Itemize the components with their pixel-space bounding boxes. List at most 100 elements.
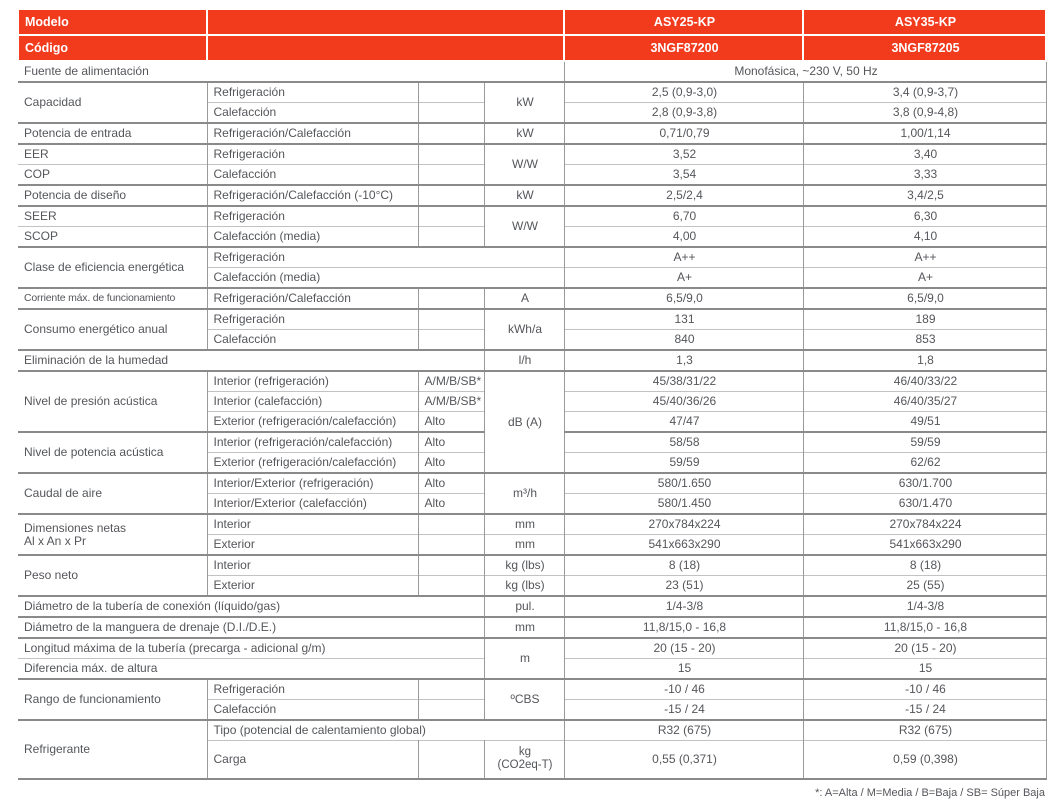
cell-unit: kg (lbs): [484, 554, 565, 576]
cell-value-asy25: 11,8/15,0 - 16,8: [564, 616, 804, 638]
cell-mode: Alto: [418, 493, 485, 514]
cell-sub-label: Exterior (refrigeración/calefacción): [207, 452, 419, 473]
model-name-2: ASY35-KP: [802, 8, 1047, 36]
cell-sub-label: Refrigeración/Calefacción: [207, 122, 419, 144]
cell-sub-label: Carga: [207, 740, 419, 780]
cell-value-asy35: 3,4/2,5: [803, 184, 1047, 206]
cell-value-asy25: 15: [564, 658, 804, 679]
row-cop: COP Calefacción 3,54 3,33: [18, 164, 1047, 185]
cell-label: Potencia de diseño: [18, 184, 208, 206]
cell-unit: pul.: [484, 595, 565, 617]
cell-value-asy35: -15 / 24: [803, 699, 1047, 720]
row-tuberia-conexion: Diámetro de la tubería de conexión (líqu…: [18, 595, 1047, 617]
cell-label: Longitud máxima de la tubería (precarga …: [18, 637, 485, 659]
model-header-spacer: [206, 8, 565, 36]
cell-value-asy25: 45/40/36/26: [564, 391, 804, 412]
cell-value-asy35: 0,59 (0,398): [803, 740, 1047, 780]
cell-sub-label: Exterior: [207, 575, 419, 596]
cell-value-asy35: 1/4-3/8: [803, 595, 1047, 617]
cell-value-asy25: 6,5/9,0: [564, 287, 804, 309]
cell-empty: [418, 205, 485, 227]
cell-empty: [418, 575, 485, 596]
cell-unit: mm: [484, 534, 565, 555]
cell-label: COP: [18, 164, 208, 185]
spec-table: Modelo ASY25-KP ASY35-KP Código 3NGF8720…: [17, 8, 1047, 780]
row-caudal-1: Caudal de aire Interior/Exterior (refrig…: [18, 472, 1047, 514]
cell-value-asy25: -15 / 24: [564, 699, 804, 720]
cell-value-asy25: R32 (675): [564, 719, 804, 741]
row-consumo-refrigeracion: Consumo energético anual Refrigeración k…: [18, 308, 1047, 350]
cell-sub-label: Refrigeración: [207, 246, 565, 268]
row-rango-calefaccion: Calefacción -15 / 24 -15 / 24: [18, 699, 1047, 720]
cell-value-asy25: 45/38/31/22: [564, 370, 804, 392]
cell-value-asy25: 3,52: [564, 143, 804, 165]
cell-value-asy25: 8 (18): [564, 554, 804, 576]
row-scop: SCOP Calefacción (media) 4,00 4,10: [18, 226, 1047, 247]
cell-empty: [418, 184, 485, 206]
cell-value-asy35: 189: [803, 308, 1047, 330]
cell-unit: A: [484, 287, 565, 309]
cell-value-asy25: 6,70: [564, 205, 804, 227]
cell-sub-label: Calefacción (media): [207, 267, 565, 288]
row-presion-1: Nivel de presión acústica Interior (refr…: [18, 370, 1047, 473]
cell-value-asy35: 59/59: [803, 431, 1047, 453]
cell-unit: kW: [484, 122, 565, 144]
row-dimensiones-interior: Dimensiones netas Al x An x Pr Interior m…: [18, 513, 1047, 555]
cell-empty: [418, 740, 485, 780]
cell-value-asy25: A++: [564, 246, 804, 268]
row-clase-refrigeracion: Clase de eficiencia energética Refrigera…: [18, 246, 1047, 288]
cell-empty: [418, 513, 485, 535]
cell-sub-label: Tipo (potencial de calentamiento global): [207, 719, 565, 741]
cell-value-asy35: 8 (18): [803, 554, 1047, 576]
cell-unit: kW: [484, 184, 565, 206]
cell-value-asy35: 853: [803, 329, 1047, 350]
row-potencia-acustica-2: Exterior (refrigeración/calefacción) Alt…: [18, 452, 1047, 473]
footnote: *: A=Alta / M=Media / B=Baja / SB= Súper…: [815, 786, 1045, 799]
cell-empty: [418, 81, 485, 103]
cell-sub-label: Exterior: [207, 534, 419, 555]
cell-sub-label: Calefacción: [207, 699, 419, 720]
cell-empty: [418, 287, 485, 309]
cell-label: Diámetro de la tubería de conexión (líqu…: [18, 595, 485, 617]
cell-value-asy35: 3,33: [803, 164, 1047, 185]
cell-value-asy25: 541x663x290: [564, 534, 804, 555]
cell-sub-label: Refrigeración: [207, 308, 419, 330]
cell-sub-label: Calefacción: [207, 102, 419, 123]
cell-value-asy25: 4,00: [564, 226, 804, 247]
row-clase-calefaccion: Calefacción (media) A+ A+: [18, 267, 1047, 288]
cell-label: Eliminación de la humedad: [18, 349, 485, 371]
row-dimensiones-exterior: Exterior mm 541x663x290 541x663x290: [18, 534, 1047, 555]
cell-unit: W/W: [484, 205, 565, 247]
row-presion-2: Interior (calefacción) A/M/B/SB* 45/40/3…: [18, 391, 1047, 412]
header-row-code: Código 3NGF87200 3NGF87205: [17, 34, 1047, 62]
cell-value-asy35: 15: [803, 658, 1047, 679]
cell-empty: [418, 534, 485, 555]
cell-label: Corriente máx. de funcionamiento: [18, 287, 208, 309]
cell-value-asy35: 4,10: [803, 226, 1047, 247]
cell-label: EER: [18, 143, 208, 165]
cell-mode: A/M/B/SB*: [418, 370, 485, 392]
cell-value-asy35: 20 (15 - 20): [803, 637, 1047, 659]
cell-sub-label: Interior/Exterior (calefacción): [207, 493, 419, 514]
cell-sub-label: Calefacción: [207, 329, 419, 350]
row-corriente: Corriente máx. de funcionamiento Refrige…: [18, 287, 1047, 309]
row-caudal-2: Interior/Exterior (calefacción) Alto 580…: [18, 493, 1047, 514]
cell-label: Peso neto: [18, 554, 208, 596]
cell-sub-label: Interior: [207, 554, 419, 576]
model-name-1: ASY25-KP: [563, 8, 804, 36]
cell-value-asy25: 1/4-3/8: [564, 595, 804, 617]
cell-sub-label: Exterior (refrigeración/calefacción): [207, 411, 419, 432]
cell-empty: [418, 554, 485, 576]
row-capacidad-calefaccion: Calefacción 2,8 (0,9-3,8) 3,8 (0,9-4,8): [18, 102, 1047, 123]
cell-value-asy25: A+: [564, 267, 804, 288]
cell-value-asy35: 49/51: [803, 411, 1047, 432]
model-header-label: Modelo: [17, 8, 208, 36]
cell-value-asy35: 270x784x224: [803, 513, 1047, 535]
cell-unit: dB (A): [484, 370, 565, 473]
row-potencia-acustica-1: Nivel de potencia acústica Interior (ref…: [18, 431, 1047, 473]
cell-sub-label: Calefacción (media): [207, 226, 419, 247]
cell-sub-label: Refrigeración/Calefacción: [207, 287, 419, 309]
cell-value-asy25: 59/59: [564, 452, 804, 473]
cell-value-asy25: 47/47: [564, 411, 804, 432]
row-potencia-entrada: Potencia de entrada Refrigeración/Calefa…: [18, 122, 1047, 144]
